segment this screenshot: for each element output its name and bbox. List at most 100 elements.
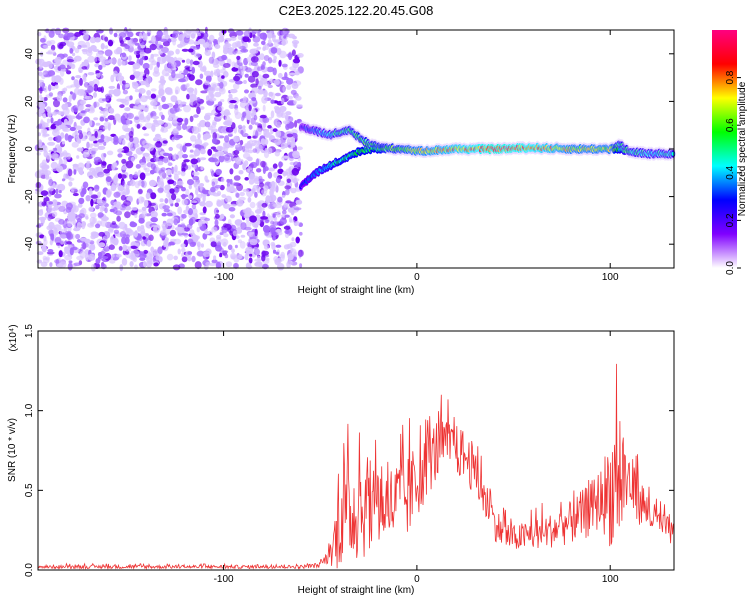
noise-blob xyxy=(172,39,177,46)
noise-blob xyxy=(194,213,198,220)
noise-blob xyxy=(136,123,141,129)
noise-blob xyxy=(223,146,228,153)
noise-blob xyxy=(47,84,52,92)
noise-blob xyxy=(100,204,105,210)
noise-blob xyxy=(291,167,300,176)
noise-blob xyxy=(69,48,74,54)
noise-blob xyxy=(282,209,287,215)
noise-blob xyxy=(260,216,269,220)
noise-blob xyxy=(248,257,253,264)
noise-blob xyxy=(189,94,197,102)
noise-blob xyxy=(80,99,86,105)
noise-blob xyxy=(181,232,189,236)
noise-blob xyxy=(111,253,115,258)
noise-blob xyxy=(81,242,89,248)
noise-blob xyxy=(277,72,283,79)
noise-blob xyxy=(130,179,136,187)
noise-blob xyxy=(186,125,193,132)
noise-blob xyxy=(153,66,160,74)
noise-blob xyxy=(239,139,244,146)
noise-blob xyxy=(242,145,246,152)
noise-blob xyxy=(236,55,241,61)
noise-blob xyxy=(252,221,259,228)
noise-blob xyxy=(143,47,152,54)
noise-blob xyxy=(150,163,156,170)
noise-blob xyxy=(64,246,68,251)
noise-blob xyxy=(171,193,177,201)
noise-blob xyxy=(211,170,215,177)
noise-blob xyxy=(143,249,149,254)
noise-blob xyxy=(262,33,267,42)
noise-blob xyxy=(288,72,297,76)
noise-blob xyxy=(63,87,68,92)
noise-blob xyxy=(205,200,213,208)
noise-blob xyxy=(119,40,124,45)
noise-blob xyxy=(97,139,105,143)
noise-blob xyxy=(54,236,62,245)
spectrogram-y-tick-label: -40 xyxy=(24,237,35,252)
noise-blob xyxy=(169,107,178,114)
noise-blob xyxy=(261,250,269,256)
noise-blob xyxy=(140,225,145,230)
noise-blob xyxy=(199,119,207,128)
noise-blob xyxy=(118,135,122,144)
noise-blob xyxy=(290,89,297,95)
snr-series-line xyxy=(38,363,674,570)
spectrogram-x-tick-label: 100 xyxy=(602,272,619,283)
noise-blob xyxy=(113,191,121,198)
noise-blob xyxy=(273,79,280,86)
noise-blob xyxy=(173,218,179,226)
noise-blob xyxy=(138,71,146,77)
noise-blob xyxy=(185,83,189,89)
noise-blob xyxy=(244,177,249,181)
noise-blob xyxy=(244,89,249,94)
noise-blob xyxy=(135,242,140,247)
noise-blob xyxy=(214,219,219,227)
snr-frame xyxy=(37,330,675,571)
noise-blob xyxy=(285,168,292,177)
noise-blob xyxy=(78,69,83,74)
noise-blob xyxy=(113,229,120,234)
noise-blob xyxy=(286,133,294,138)
noise-blob xyxy=(196,53,202,57)
noise-blob xyxy=(229,100,237,104)
noise-blob xyxy=(52,111,58,116)
noise-blob xyxy=(275,121,282,127)
noise-blob xyxy=(82,181,89,189)
noise-blob xyxy=(38,223,44,227)
noise-blob xyxy=(281,63,288,68)
noise-blob xyxy=(180,243,186,248)
noise-blob xyxy=(121,236,127,245)
noise-blob xyxy=(68,95,72,103)
noise-blob xyxy=(294,220,300,226)
snr-y-tick-label: 0.5 xyxy=(24,483,35,497)
noise-blob xyxy=(179,145,183,152)
noise-blob xyxy=(82,30,89,35)
noise-blob xyxy=(235,80,243,85)
noise-blob xyxy=(180,194,189,198)
noise-blob xyxy=(166,169,172,176)
noise-blob xyxy=(267,215,275,221)
noise-blob xyxy=(240,130,244,135)
noise-blob xyxy=(288,216,293,223)
noise-blob xyxy=(254,191,258,198)
noise-blob xyxy=(264,147,268,153)
noise-blob xyxy=(88,81,95,85)
noise-blob xyxy=(191,126,200,134)
noise-blob xyxy=(246,140,251,147)
noise-blob xyxy=(64,254,73,261)
noise-blob xyxy=(164,198,169,204)
noise-blob xyxy=(235,192,240,198)
colorbar-tick-label: 0.6 xyxy=(725,118,736,132)
noise-blob xyxy=(59,64,66,70)
noise-blob xyxy=(277,196,283,203)
noise-blob xyxy=(127,141,133,149)
noise-blob xyxy=(129,148,135,152)
noise-blob xyxy=(51,152,59,160)
noise-blob xyxy=(124,245,130,252)
noise-blob xyxy=(245,217,250,223)
noise-blob xyxy=(191,171,200,176)
colorbar-ticks: 0.0 0.2 0.4 0.6 0.8 xyxy=(725,70,741,275)
noise-blob xyxy=(120,174,127,179)
noise-blob xyxy=(110,74,115,83)
